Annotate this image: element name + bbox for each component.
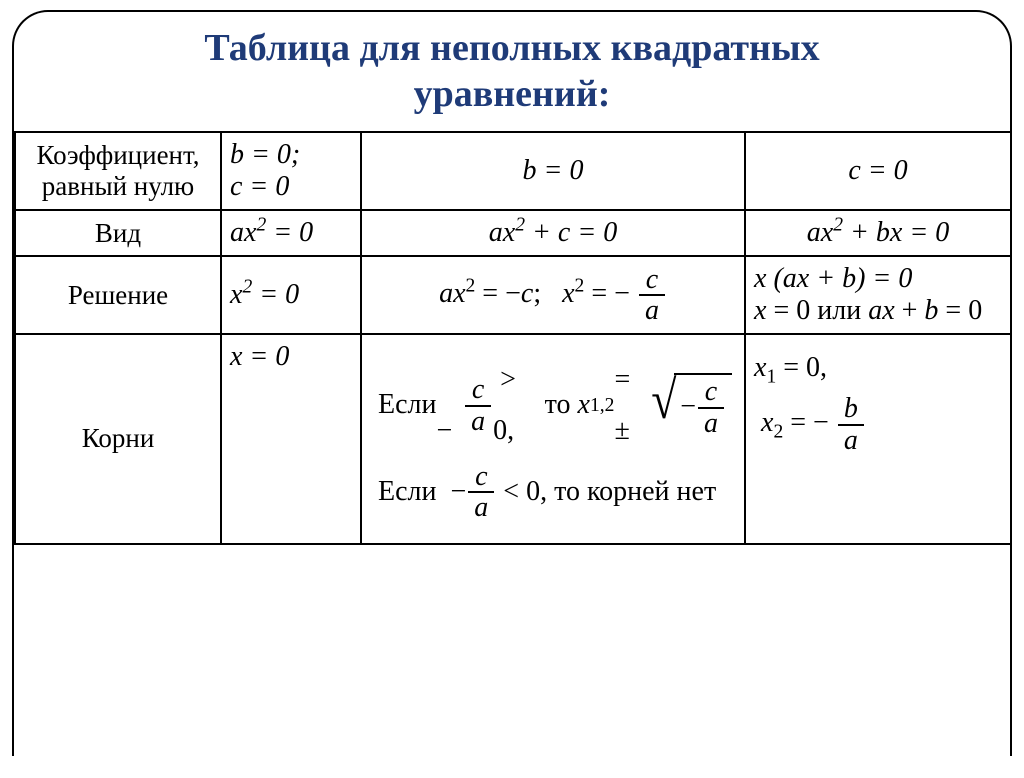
roots-case-positive: Если −ca > 0, то x1,2 = ± √ −ca [378,355,732,456]
math-expr: ax2 + bx = 0 [807,217,949,248]
cell-roots-col1: x = 0 [221,334,361,544]
table-row: Вид ax2 = 0 ax2 + c = 0 ax2 + bx = 0 [15,210,1011,256]
if-label: Если [378,467,437,517]
cell-form-col2: ax2 + c = 0 [361,210,745,256]
math-expr: ax2 + c = 0 [489,217,617,248]
then-label: то [545,380,571,430]
row-label-solution: Решение [15,256,221,334]
math-expr: ax2 = −c; x2 = − ca [439,278,667,309]
table-row: Решение x2 = 0 ax2 = −c; x2 = − ca x (ax… [15,256,1011,334]
table-row: Коэффициент, равный нулю b = 0; c = 0 b … [15,132,1011,210]
slide-frame: Таблица для неполных квадратных уравнени… [12,10,1012,756]
math-expr: x = 0 [230,341,289,372]
cell-roots-col2: Если −ca > 0, то x1,2 = ± √ −ca Если −ca… [361,334,745,544]
equations-table: Коэффициент, равный нулю b = 0; c = 0 b … [14,131,1012,545]
math-expr: x1 = 0, [754,352,827,383]
math-text: c = 0 [848,155,907,186]
math-expr: x2 = − ba [754,407,866,438]
cell-solution-col3: x (ax + b) = 0 x = 0 или ax + b = 0 [745,256,1011,334]
title-line-1: Таблица для неполных квадратных [54,26,970,72]
roots-case-negative: Если −ca < 0, то корней нет [378,462,732,523]
cell-solution-col2: ax2 = −c; x2 = − ca [361,256,745,334]
fraction-icon: ca [465,375,491,436]
math-text: b = 0; [230,139,300,170]
row-label-roots: Корни [15,334,221,544]
cell-form-col3: ax2 + bx = 0 [745,210,1011,256]
if-label: Если [378,380,437,430]
cell-form-col1: ax2 = 0 [221,210,361,256]
math-expr: x = 0 или ax + b = 0 [754,295,982,326]
sqrt-icon: √ −ca [649,373,732,438]
cell-coeff-col3: c = 0 [745,132,1011,210]
fraction-icon: ba [838,394,864,455]
cell-coeff-col2: b = 0 [361,132,745,210]
math-text: c = 0 [230,171,289,202]
math-expr: ax2 = 0 [230,217,313,248]
table-row: Корни x = 0 Если −ca > 0, то x1,2 = ± √ … [15,334,1011,544]
row-label-coeff: Коэффициент, равный нулю [15,132,221,210]
title-line-2: уравнений: [54,72,970,118]
slide-title: Таблица для неполных квадратных уравнени… [14,26,1010,131]
fraction-icon: ca [468,462,494,523]
math-text: b = 0 [523,155,584,186]
cell-coeff-col1: b = 0; c = 0 [221,132,361,210]
cell-solution-col1: x2 = 0 [221,256,361,334]
cell-roots-col3: x1 = 0, x2 = − ba [745,334,1011,544]
math-expr: x (ax + b) = 0 [754,263,912,294]
math-expr: x2 = 0 [230,279,299,310]
fraction-icon: ca [639,265,665,326]
no-roots-text: то корней нет [554,467,716,517]
row-label-form: Вид [15,210,221,256]
